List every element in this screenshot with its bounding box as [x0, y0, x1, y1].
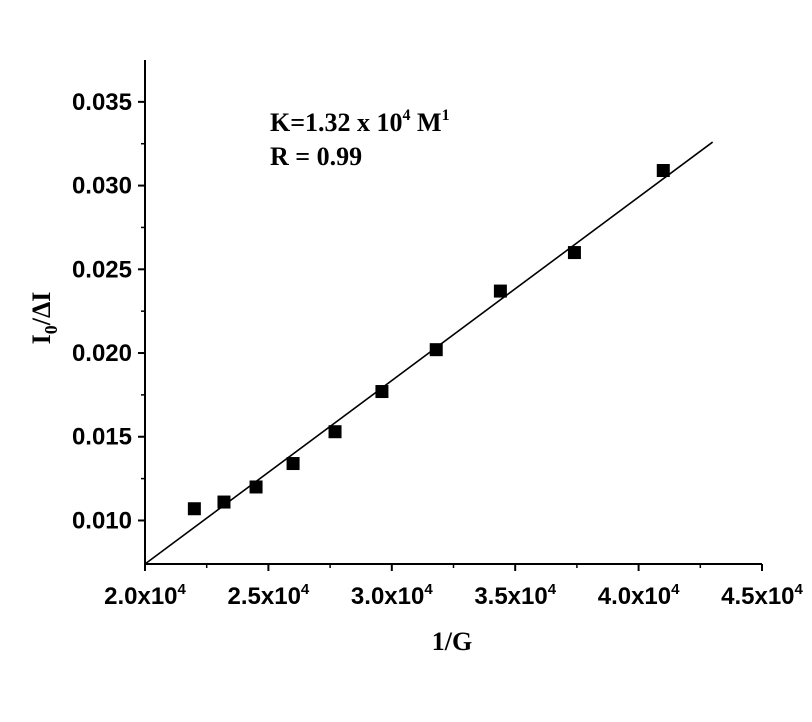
data-point — [656, 164, 670, 178]
annotation-r: R = 0.99 — [270, 142, 362, 171]
data-point — [328, 425, 342, 439]
x-tick-label: 4.5x104 — [721, 581, 803, 610]
y-tick-label: 0.025 — [72, 256, 132, 283]
x-tick-label: 3.0x104 — [351, 581, 433, 610]
x-tick-label: 3.5x104 — [474, 581, 556, 610]
data-point — [286, 457, 300, 471]
fit-line — [144, 141, 714, 565]
annotation-k: K=1.32 x 104 M1 — [270, 107, 450, 137]
y-tick-label: 0.010 — [72, 507, 132, 534]
data-point — [567, 246, 581, 260]
y-ticks: 0.010 0.015 0.020 0.025 0.030 0.035 — [72, 89, 145, 534]
data-point — [493, 284, 507, 298]
y-tick-label: 0.015 — [72, 424, 132, 451]
y-tick-label: 0.035 — [72, 89, 132, 116]
data-points — [187, 164, 670, 516]
axes — [144, 60, 762, 565]
x-tick-label: 2.5x104 — [228, 581, 310, 610]
y-axis-title: I0/ΔI — [27, 292, 61, 345]
data-point — [249, 480, 263, 494]
data-point — [429, 343, 443, 357]
x-tick-label: 2.0x104 — [104, 581, 186, 610]
data-point — [375, 385, 389, 399]
data-point — [187, 502, 201, 516]
data-point — [217, 495, 231, 509]
y-tick-label: 0.030 — [72, 173, 132, 200]
x-tick-label: 4.0x104 — [598, 581, 680, 610]
x-axis-title: 1/G — [432, 627, 472, 656]
x-ticks: 2.0x104 2.5x104 3.0x104 3.5x104 4.0x104 4.5x1… — [104, 564, 804, 610]
y-tick-label: 0.020 — [72, 340, 132, 367]
